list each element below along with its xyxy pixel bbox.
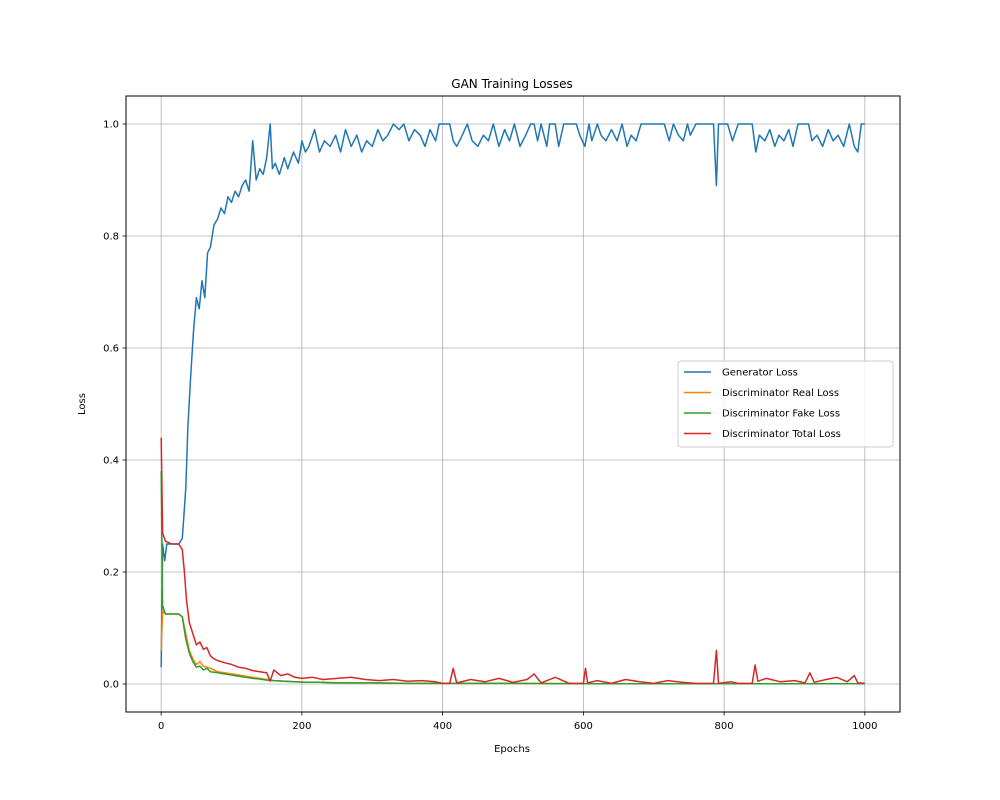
legend-box (677, 360, 894, 448)
y-tick-label: 0.2 (103, 568, 119, 579)
axis-ticks: 0 200 400 600 800 1000 0.0 0.2 0.4 0.6 0.8 1.0 (103, 120, 877, 733)
y-tick-label: 0.8 (103, 232, 119, 243)
x-tick-label: 0 (158, 721, 164, 732)
x-tick-label: 200 (292, 721, 311, 732)
legend-label-discriminator-total-loss: Discriminator Total Loss (722, 429, 841, 440)
grid-lines (126, 96, 900, 712)
x-tick-label: 1000 (852, 721, 877, 732)
y-tick-label: 0.6 (103, 344, 119, 355)
y-axis-label: Loss (77, 393, 88, 415)
x-tick-label: 400 (433, 721, 452, 732)
series-lines (160, 123, 865, 685)
x-tick-label: 600 (574, 721, 593, 732)
y-tick-label: 1.0 (103, 120, 119, 131)
y-tick-label: 0.0 (103, 680, 119, 691)
plot-frame (125, 95, 901, 713)
legend-label-generator-loss: Generator Loss (722, 368, 798, 379)
legend-label-discriminator-real-loss: Discriminator Real Loss (722, 388, 839, 399)
chart-title: GAN Training Losses (451, 77, 572, 91)
x-axis-label: Epochs (494, 744, 530, 755)
legend: Generator Loss Discriminator Real Loss Dis… (677, 360, 894, 448)
legend-label-discriminator-fake-loss: Discriminator Fake Loss (722, 409, 840, 420)
series-line-generator-loss (160, 123, 865, 668)
x-tick-label: 800 (715, 721, 734, 732)
y-tick-label: 0.4 (103, 456, 119, 467)
series-line-discriminator-total-loss (160, 437, 865, 685)
